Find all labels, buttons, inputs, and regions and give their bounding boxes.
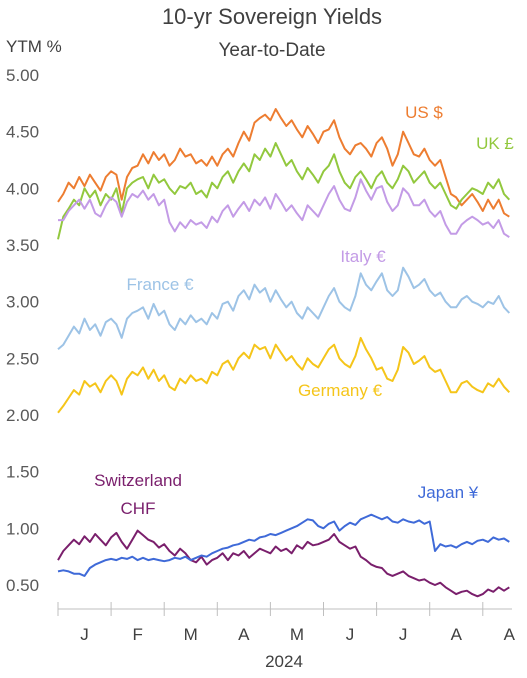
- y-tick-label: 2.50: [6, 349, 39, 368]
- x-tick-label: J: [399, 625, 408, 644]
- series-labels: US $ UK £ Italy € France € Germany € Switzerl…: [94, 103, 514, 518]
- series-line-switzerland-chf: [57, 529, 510, 598]
- series-label: France €: [126, 275, 194, 294]
- x-tick-label: J: [346, 625, 355, 644]
- series-label: Italy €: [340, 247, 386, 266]
- x-tick-label: F: [132, 625, 142, 644]
- series-line-us: [57, 108, 510, 218]
- series-line-germany: [57, 336, 511, 414]
- x-tick-label: M: [184, 625, 198, 644]
- y-tick-label: 2.00: [6, 406, 39, 425]
- y-axis-label: YTM %: [6, 37, 62, 56]
- y-tick-label: 3.00: [6, 293, 39, 312]
- series-line-italy: [58, 178, 510, 238]
- series-label: UK £: [476, 134, 514, 153]
- x-axis-label: 2024: [265, 652, 303, 671]
- y-tick-label: 4.50: [6, 123, 39, 142]
- series-lines: [57, 108, 511, 598]
- y-tick-label: 1.50: [6, 463, 39, 482]
- series-label: Switzerland: [94, 471, 182, 490]
- series-label: US $: [405, 103, 443, 122]
- chart-title: 10-yr Sovereign Yields: [162, 4, 382, 29]
- y-ticks: 5.00 4.50 4.00 3.50 3.00 2.50 2.00 1.50 1.00 0.50: [6, 66, 39, 595]
- series-label: Japan ¥: [418, 483, 479, 502]
- x-tick-label: A: [238, 625, 250, 644]
- y-tick-label: 4.00: [6, 179, 39, 198]
- series-label: CHF: [121, 499, 156, 518]
- x-tick-label: M: [290, 625, 304, 644]
- series-line-japan: [57, 513, 510, 577]
- x-tick-label: A: [451, 625, 463, 644]
- y-tick-label: 1.00: [6, 519, 39, 538]
- series-line-uk: [57, 142, 511, 240]
- series-line-france: [57, 266, 511, 351]
- y-tick-label: 5.00: [6, 66, 39, 85]
- x-tick-label: A: [504, 625, 516, 644]
- x-tick-label: J: [80, 625, 89, 644]
- series-label: Germany €: [298, 381, 383, 400]
- y-tick-label: 0.50: [6, 576, 39, 595]
- chart-subtitle: Year-to-Date: [218, 40, 325, 61]
- y-tick-label: 3.50: [6, 236, 39, 255]
